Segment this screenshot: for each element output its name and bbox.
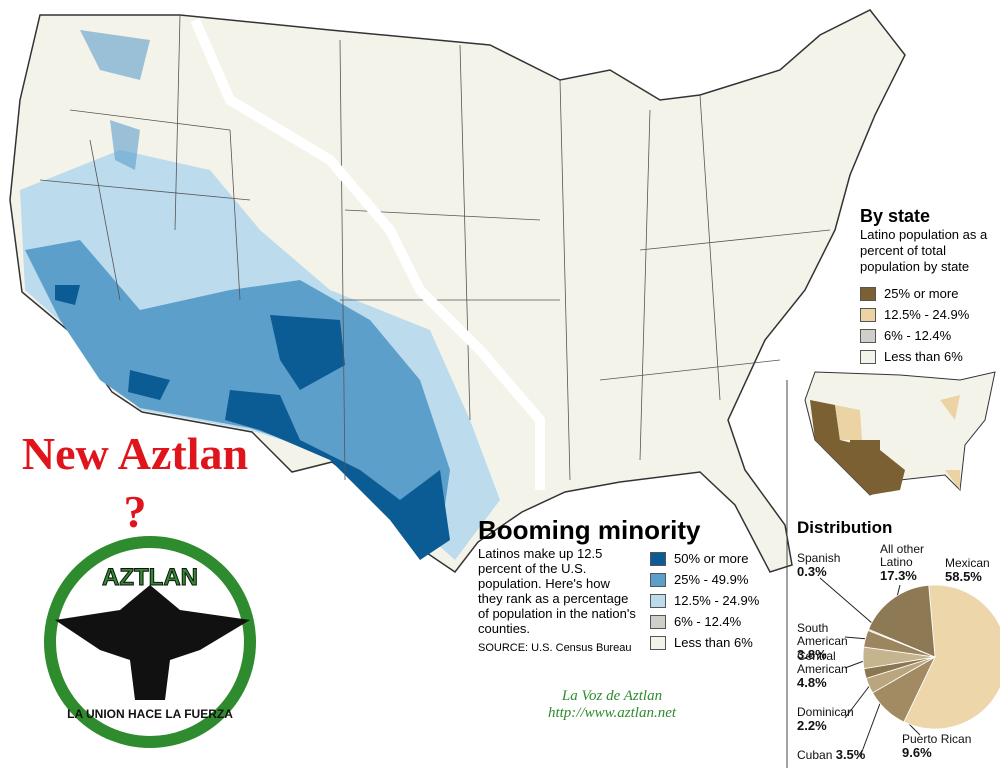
migration-line xyxy=(190,17,545,490)
pie-category: Cuban xyxy=(797,748,833,762)
pie-value: 58.5% xyxy=(945,569,982,584)
pie-category: Central American xyxy=(797,649,848,676)
pie-category: Dominican xyxy=(797,705,854,719)
pie-value: 4.8% xyxy=(797,675,827,690)
inset-map xyxy=(804,371,996,496)
pie-title: Distribution xyxy=(797,518,893,537)
legend-swatch xyxy=(650,572,666,587)
logo-bottom: LA UNION HACE LA FUERZA xyxy=(67,707,233,721)
legend-swatch xyxy=(860,286,876,301)
us-outline xyxy=(9,9,906,574)
legend-label: Less than 6% xyxy=(884,349,963,364)
pie-label: Spanish 0.3% xyxy=(797,551,857,579)
by-state-panel: By state Latino population as a percent … xyxy=(860,205,1000,367)
by-state-title: By state xyxy=(860,206,931,226)
pie-label: Mexican 58.5% xyxy=(945,556,1000,584)
pie-category: Mexican xyxy=(945,556,990,570)
booming-description: Latinos make up 12.5 percent of the U.S.… xyxy=(478,546,636,636)
logo-top: AZTLAN xyxy=(102,564,198,591)
us-map xyxy=(9,9,906,574)
pie-label: All other Latino 17.3% xyxy=(880,542,940,583)
legend-swatch xyxy=(650,551,666,566)
legend-swatch xyxy=(650,614,666,629)
eagle xyxy=(55,585,250,700)
legend-label: 12.5% - 24.9% xyxy=(674,593,760,608)
pie-category: All other Latino xyxy=(880,542,925,569)
pie-label: Central American 4.8% xyxy=(797,649,867,690)
legend-label: Less than 6% xyxy=(674,635,753,650)
pie-value: 3.8% xyxy=(797,647,827,662)
legend-label: 50% or more xyxy=(674,551,749,566)
by-state-description: Latino population as a percent of total … xyxy=(860,227,988,274)
booming-source: SOURCE: U.S. Census Bureau xyxy=(478,642,632,654)
pie-value: 17.3% xyxy=(880,568,917,583)
legend-item: 12.5% - 24.9% xyxy=(650,590,759,611)
region-north xyxy=(80,30,150,170)
pie-slice xyxy=(903,584,1000,730)
pie-label: Puerto Rican 9.6% xyxy=(902,732,982,760)
by-state-legend: 25% or more 12.5% - 24.9% 6% - 12.4% Less t… xyxy=(860,283,1000,367)
booming-title: Booming minority xyxy=(478,515,701,545)
legend-swatch xyxy=(860,328,876,343)
logo: AZTLAN LA UNION HACE LA FUERZA xyxy=(44,536,256,748)
pie-label: Dominican 2.2% xyxy=(797,705,867,733)
legend-item: 6% - 12.4% xyxy=(650,611,759,632)
headline: New Aztlan ? xyxy=(21,428,249,537)
booming-panel: Booming minority Latinos make up 12.5 pe… xyxy=(478,514,778,654)
credit-url: http://www.aztlan.net xyxy=(547,705,677,721)
pie-label: Cuban 3.5% xyxy=(797,748,887,762)
pie-label: South American 3.8% xyxy=(797,621,867,662)
pie-slice xyxy=(868,584,936,658)
pie-category: Puerto Rican xyxy=(902,732,972,746)
legend-item: Less than 6% xyxy=(650,632,759,653)
state-borders xyxy=(39,14,831,481)
legend-swatch xyxy=(650,593,666,608)
booming-legend: 50% or more 25% - 49.9% 12.5% - 24.9% 6% - … xyxy=(650,548,759,654)
legend-item: 12.5% - 24.9% xyxy=(860,304,1000,325)
legend-label: 12.5% - 24.9% xyxy=(884,307,970,322)
legend-item: 6% - 12.4% xyxy=(860,325,1000,346)
legend-item: 25% or more xyxy=(860,283,1000,304)
pie-chart xyxy=(862,584,1000,730)
inset-tan xyxy=(835,395,960,490)
credit: La Voz de Aztlan http://www.aztlan.net xyxy=(522,688,702,722)
pie-value: 9.6% xyxy=(902,745,932,760)
legend-label: 25% or more xyxy=(884,286,959,301)
legend-label: 6% - 12.4% xyxy=(674,614,742,629)
legend-label: 25% - 49.9% xyxy=(674,572,749,587)
legend-swatch xyxy=(860,307,876,322)
pie-value: 2.2% xyxy=(797,718,827,733)
pie-value: 3.5% xyxy=(835,747,866,762)
legend-label: 6% - 12.4% xyxy=(884,328,952,343)
pie-category: South American xyxy=(797,621,848,648)
pie-value: 0.3% xyxy=(797,564,827,579)
legend-item: 50% or more xyxy=(650,548,759,569)
legend-item: 25% - 49.9% xyxy=(650,569,759,590)
legend-swatch xyxy=(650,635,666,650)
inset-dark xyxy=(810,400,905,495)
legend-swatch xyxy=(860,349,876,364)
pie-category: Spanish xyxy=(797,551,841,565)
credit-name: La Voz de Aztlan xyxy=(561,688,663,704)
region-dark xyxy=(55,285,450,560)
region-mid xyxy=(25,240,450,540)
legend-item: Less than 6% xyxy=(860,346,1000,367)
